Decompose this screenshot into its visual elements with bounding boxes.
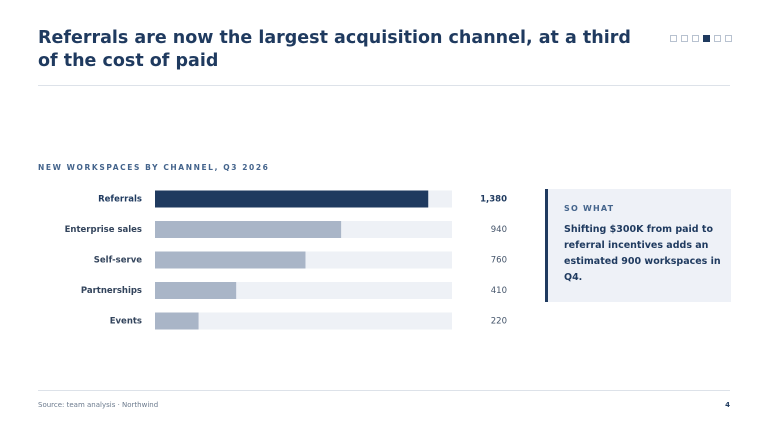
bar	[155, 282, 237, 299]
chart-title: NEW WORKSPACES BY CHANNEL, Q3 2026	[38, 163, 270, 172]
value-label: 1,380	[480, 195, 507, 205]
divider	[38, 85, 730, 86]
value-label: 220	[491, 317, 507, 327]
y-tick-label: Self-serve	[94, 256, 142, 266]
y-tick-label: Events	[110, 317, 142, 327]
y-tick-label: Enterprise sales	[65, 225, 142, 235]
source: Source: team analysis · Northwind	[38, 401, 159, 409]
bar	[155, 251, 306, 269]
value-label: 940	[491, 225, 507, 235]
callout-heading: SO WHAT	[564, 204, 615, 213]
slide-title: Referrals are now the largest acquisitio…	[38, 28, 631, 71]
y-tick-label: Partnerships	[81, 286, 142, 296]
page-number: 4	[725, 401, 730, 409]
callout: SO WHAT Shifting $300K from paid to refe…	[545, 189, 731, 302]
value-label: 410	[491, 286, 507, 296]
y-tick-label: Referrals	[98, 195, 142, 205]
pager-dot	[714, 35, 721, 42]
bar-track	[155, 312, 452, 330]
bar	[155, 190, 429, 208]
divider	[38, 390, 730, 391]
value-label: 760	[491, 256, 507, 266]
pager-dot	[681, 35, 688, 42]
pager-dot	[692, 35, 699, 42]
pager-dot-active	[703, 35, 710, 42]
bar	[155, 312, 199, 330]
callout-text: Shifting $300K from paid to referral inc…	[564, 224, 721, 283]
pager-dot	[670, 35, 677, 42]
bar	[155, 221, 342, 238]
pager-dot	[725, 35, 732, 42]
